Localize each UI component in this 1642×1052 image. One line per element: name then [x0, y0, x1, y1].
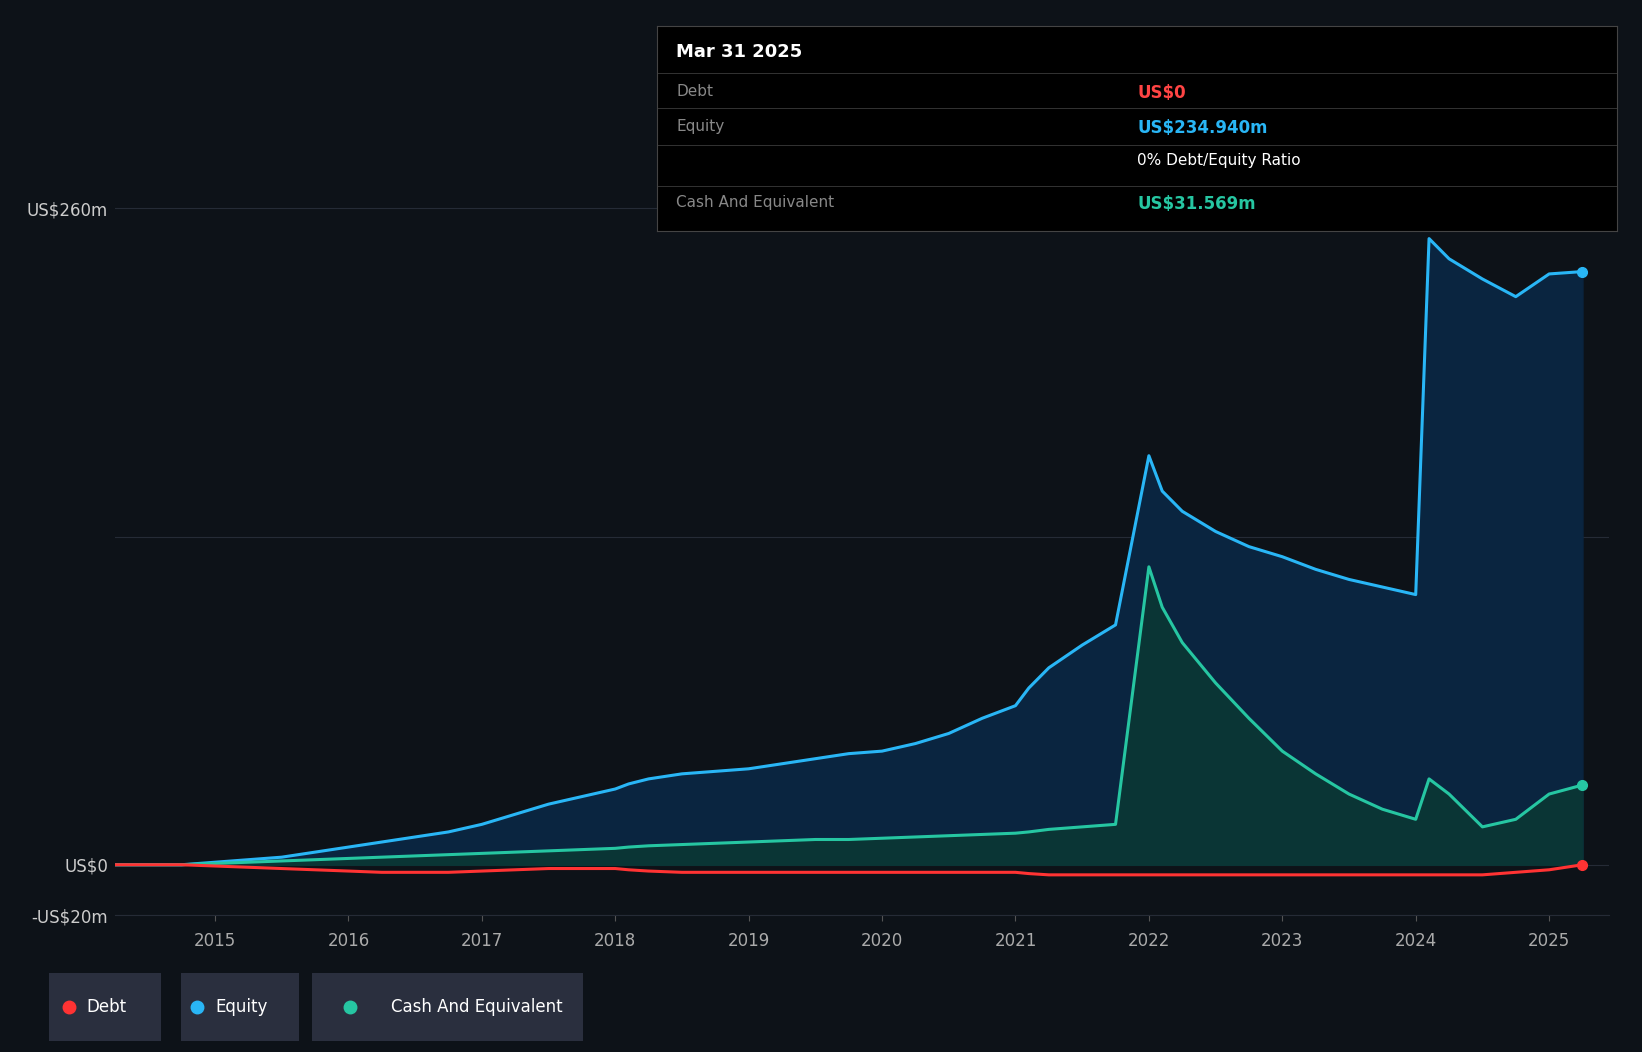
Text: Debt: Debt	[85, 998, 126, 1016]
Text: US$0: US$0	[1136, 84, 1186, 102]
Text: Cash And Equivalent: Cash And Equivalent	[677, 195, 834, 209]
Text: Mar 31 2025: Mar 31 2025	[677, 43, 803, 61]
Text: Cash And Equivalent: Cash And Equivalent	[391, 998, 562, 1016]
Text: US$234.940m: US$234.940m	[1136, 119, 1268, 137]
Text: Debt: Debt	[677, 84, 713, 99]
Text: Equity: Equity	[215, 998, 268, 1016]
Text: Equity: Equity	[677, 119, 724, 134]
Text: 0% Debt/Equity Ratio: 0% Debt/Equity Ratio	[1136, 154, 1300, 168]
Text: US$31.569m: US$31.569m	[1136, 195, 1256, 213]
